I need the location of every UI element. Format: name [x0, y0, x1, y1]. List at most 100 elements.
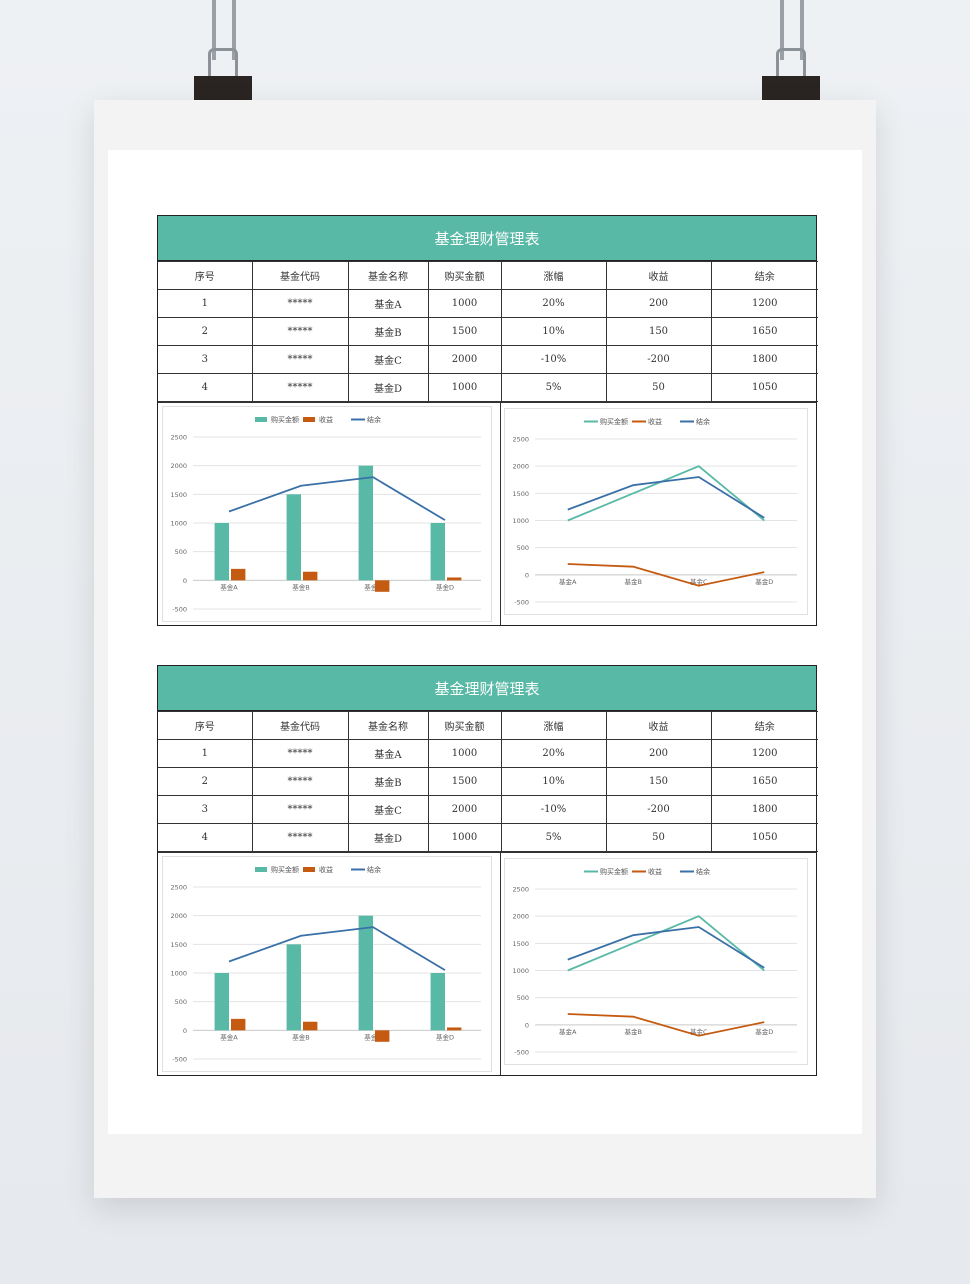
table-cell: -10%: [500, 795, 607, 824]
y-tick-label: 500: [517, 544, 529, 552]
header-cell: 购买金额: [427, 261, 502, 290]
line-chart: 2500 2000 1500 1000 500 0 -500 基金A 基金B 基金C 基金D 购买金额…: [512, 867, 797, 1057]
table-cell: 1050: [710, 823, 818, 852]
table-cell: -200: [605, 795, 712, 824]
series-line-购买金额: [567, 465, 765, 522]
table-cell: 3: [158, 795, 253, 824]
legend-label: 收益: [319, 415, 333, 424]
table-cell: 1650: [710, 317, 818, 346]
table-cell: -200: [605, 345, 712, 374]
header-cell: 基金名称: [347, 261, 429, 290]
x-tick-label: 基金C: [364, 1032, 382, 1041]
table-row: 1 ***** 基金A 1000 20% 200 1200: [158, 289, 818, 318]
x-tick-label: 基金C: [364, 582, 382, 591]
header-cell: 结余: [710, 711, 818, 740]
table-cell: 3: [158, 345, 253, 374]
table-cell: 基金C: [347, 795, 429, 824]
legend-label: 结余: [696, 867, 710, 876]
header-cell: 序号: [158, 711, 253, 740]
x-tick-label: 基金D: [436, 1032, 454, 1041]
table-cell: 基金C: [347, 345, 429, 374]
table-cell: 20%: [500, 739, 607, 768]
table-cell: 基金D: [347, 823, 429, 852]
table-cell: 1000: [427, 823, 502, 852]
table-cell: 1000: [427, 373, 502, 402]
header-cell: 基金代码: [251, 711, 349, 740]
table-cell: 5%: [500, 373, 607, 402]
bar-购买金额-基金D: [430, 973, 445, 1031]
header-cell: 基金代码: [251, 261, 349, 290]
combo-chart: 2500 2000 1500 1000 500 0 -500 基金A 基金B 基金C 基金D 购买金额…: [170, 415, 481, 614]
header-cell: 购买金额: [427, 711, 502, 740]
series-line-结余: [228, 926, 446, 971]
y-tick-label: 1000: [512, 517, 529, 525]
y-tick-label: 0: [183, 1027, 187, 1035]
legend-item: 结余: [680, 867, 710, 876]
bar-购买金额-基金C: [358, 465, 373, 581]
table-cell: 50: [605, 373, 712, 402]
bar-收益-基金C: [375, 1030, 390, 1042]
series-line-结余: [228, 476, 446, 521]
y-tick-label: 0: [183, 577, 187, 585]
y-tick-label: -500: [514, 599, 529, 607]
legend-item: 收益: [632, 417, 662, 426]
header-cell: 收益: [605, 711, 712, 740]
table-row: 1 ***** 基金A 1000 20% 200 1200: [158, 739, 818, 768]
legend-item: 收益: [632, 867, 662, 876]
bar-收益-基金A: [231, 568, 246, 581]
table-cell: 50: [605, 823, 712, 852]
table-cell: 1800: [710, 795, 818, 824]
legend-swatch: [303, 417, 315, 422]
legend-item: 购买金额: [584, 417, 628, 426]
y-tick-label: 500: [175, 998, 187, 1006]
table-row: 3 ***** 基金C 2000 -10% -200 1800: [158, 795, 818, 824]
x-tick-label: 基金B: [292, 1032, 309, 1041]
line-chart: 2500 2000 1500 1000 500 0 -500 基金A 基金B 基金C 基金D 购买金额…: [512, 417, 797, 607]
y-tick-label: 1500: [170, 491, 187, 499]
table-row: 4 ***** 基金D 1000 5% 50 1050: [158, 823, 818, 852]
line-chart-container: 2500 2000 1500 1000 500 0 -500 基金A 基金B 基金C 基金D 购买金额…: [504, 858, 808, 1065]
legend-label: 购买金额: [271, 415, 299, 424]
table-row: 4 ***** 基金D 1000 5% 50 1050: [158, 373, 818, 402]
legend-label: 收益: [648, 417, 662, 426]
y-tick-label: -500: [514, 1049, 529, 1057]
table-cell: 1000: [427, 289, 502, 318]
table-cell: 基金A: [347, 739, 429, 768]
y-tick-label: 2500: [512, 886, 529, 894]
bar-收益-基金B: [303, 1021, 318, 1031]
legend-item: 购买金额: [584, 867, 628, 876]
bar-收益-基金C: [375, 580, 390, 592]
fund-table: 序号 基金代码 基金名称 购买金额 涨幅 收益 结余 1 ***** 基金A 1…: [158, 261, 818, 402]
table-cell: 1500: [427, 767, 502, 796]
y-tick-label: 500: [517, 994, 529, 1002]
legend-label: 购买金额: [600, 417, 628, 426]
table-cell: 2: [158, 317, 253, 346]
table-cell: 1: [158, 739, 253, 768]
header-cell: 涨幅: [500, 711, 607, 740]
x-tick-label: 基金D: [755, 1027, 773, 1036]
y-tick-label: 1500: [170, 941, 187, 949]
legend-label: 收益: [648, 867, 662, 876]
bar-收益-基金B: [303, 571, 318, 581]
fund-sheet-2: 基金理财管理表 序号 基金代码 基金名称 购买金额 涨幅 收益 结余 1 ***…: [157, 665, 818, 1076]
line-chart-container: 2500 2000 1500 1000 500 0 -500 基金A 基金B 基金C 基金D 购买金额…: [504, 408, 808, 615]
y-tick-label: 2000: [512, 463, 529, 471]
table-row: 3 ***** 基金C 2000 -10% -200 1800: [158, 345, 818, 374]
table-cell: 1800: [710, 345, 818, 374]
table-cell: 1: [158, 289, 253, 318]
table-cell: *****: [251, 289, 349, 318]
bar-购买金额-基金B: [286, 494, 301, 581]
x-tick-label: 基金A: [220, 582, 238, 591]
legend-item: 收益: [303, 865, 333, 874]
bar-收益-基金D: [447, 1027, 462, 1031]
table-header-row: 序号 基金代码 基金名称 购买金额 涨幅 收益 结余: [158, 261, 818, 290]
charts-area: 2500 2000 1500 1000 500 0 -500 基金A 基金B 基金C 基金D 购买金额…: [158, 402, 816, 625]
header-cell: 基金名称: [347, 711, 429, 740]
table-row: 2 ***** 基金B 1500 10% 150 1650: [158, 317, 818, 346]
legend-swatch: [255, 417, 267, 422]
legend-label: 收益: [319, 865, 333, 874]
table-cell: 150: [605, 317, 712, 346]
y-tick-label: 2500: [512, 436, 529, 444]
table-cell: 4: [158, 823, 253, 852]
combo-chart-container: 2500 2000 1500 1000 500 0 -500 基金A 基金B 基金C 基金D 购买金额…: [162, 856, 492, 1072]
